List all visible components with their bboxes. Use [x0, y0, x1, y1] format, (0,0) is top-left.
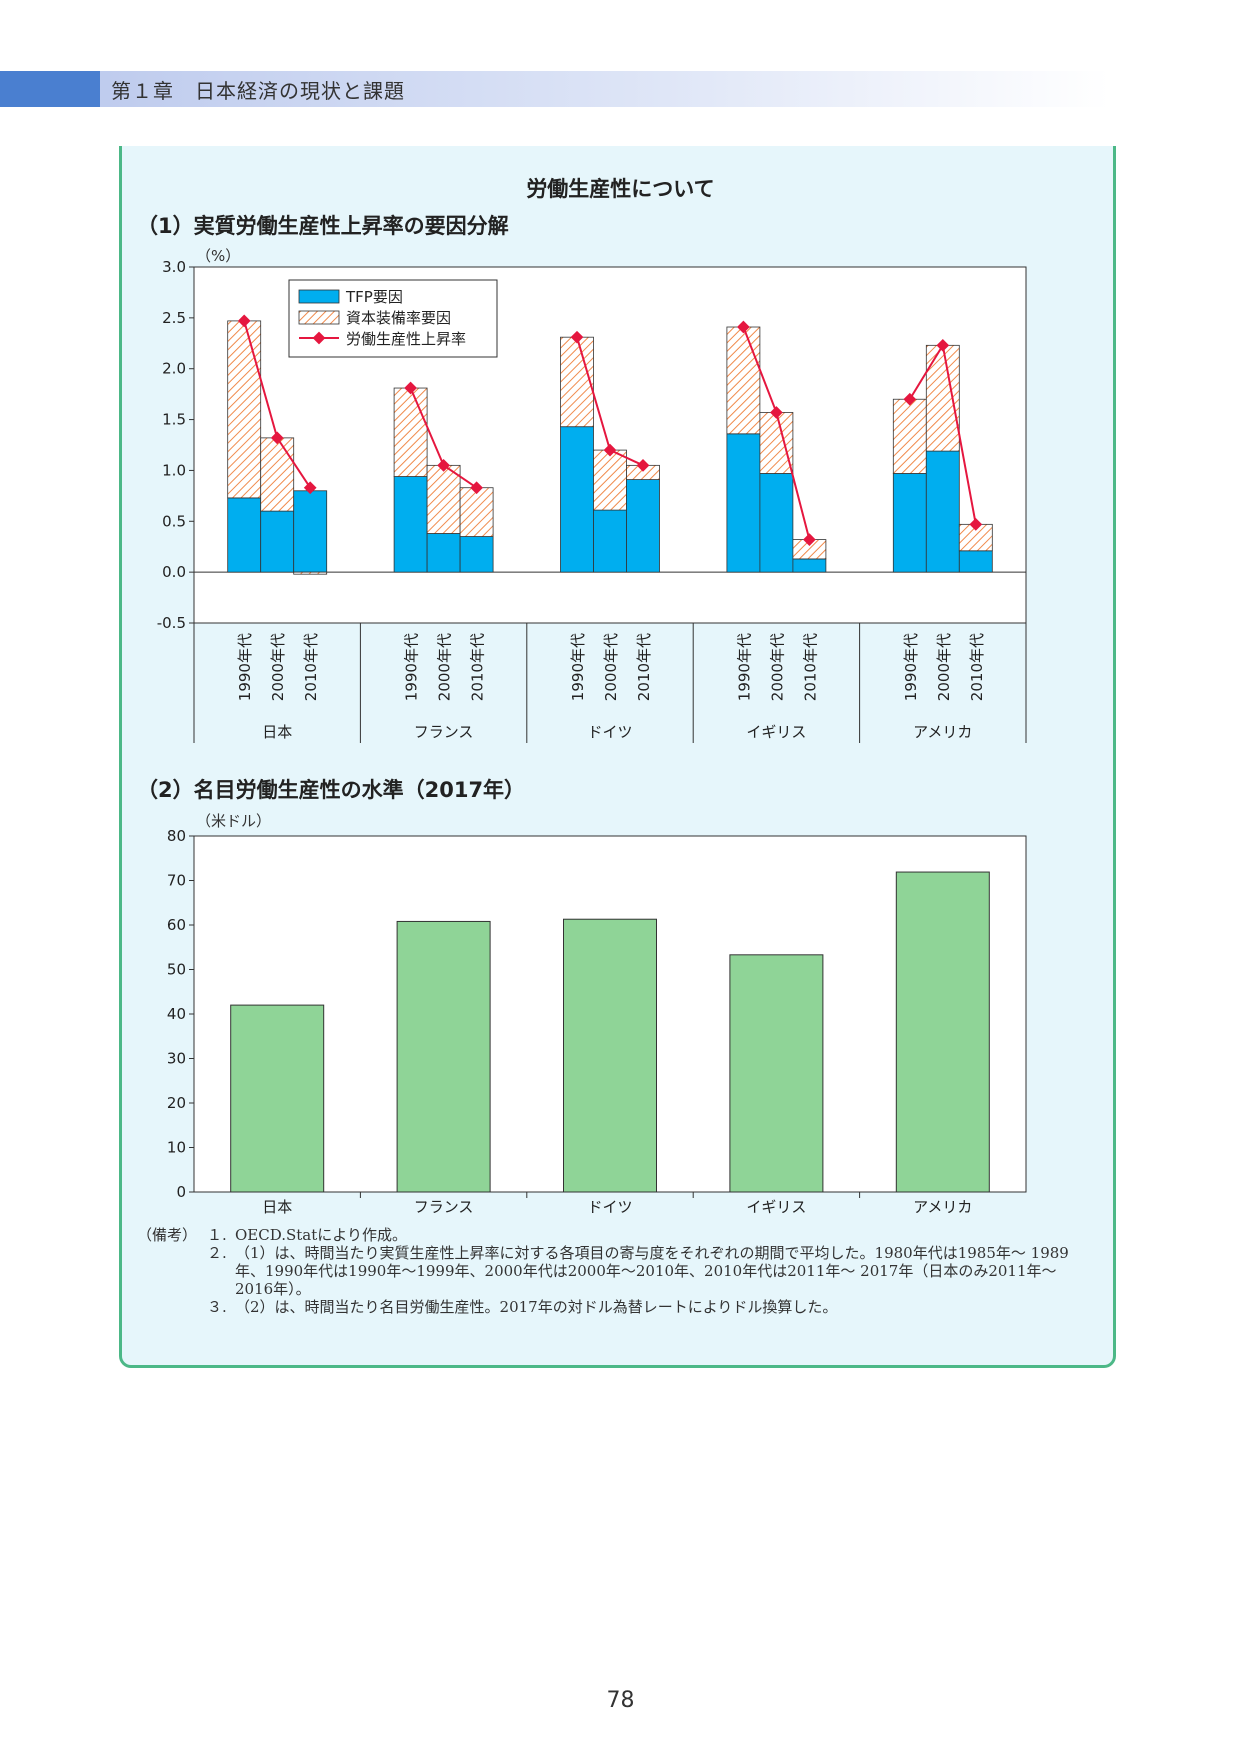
header-strip	[0, 71, 1110, 107]
tfp-bar	[925, 450, 960, 573]
note-num: ２.	[207, 1244, 227, 1262]
productivity-point	[303, 481, 317, 495]
legend-tfp-swatch	[298, 289, 340, 304]
note-num: ３.	[207, 1298, 227, 1316]
capital-bar	[560, 336, 594, 428]
productivity-point	[270, 431, 284, 445]
y-tick-label: 0.5	[162, 512, 186, 530]
period-label: 2000年代	[436, 633, 454, 701]
chart1-title: （1）実質労働生産性上昇率の要因分解	[137, 214, 509, 238]
note-text: （2）は、時間当たり名目労働生産性。2017年の対ドル為替レートによりドル換算し…	[235, 1298, 838, 1316]
period-label: 2000年代	[269, 633, 287, 701]
period-label: 2010年代	[635, 633, 653, 701]
chart1-legend: TFP要因 資本装備率要因 労働生産性上昇率	[288, 279, 498, 358]
y-tick-label: -0.5	[157, 614, 186, 632]
y-tick-label: 1.5	[162, 411, 186, 429]
tfp-bar	[260, 510, 295, 573]
y-tick-label: 30	[167, 1050, 186, 1068]
capital-bar	[393, 387, 428, 477]
capital-bar	[726, 326, 761, 435]
y-tick-label: 0.0	[162, 563, 186, 581]
page-number: 78	[606, 1688, 635, 1713]
chart1-stacked-bar: 3.0 2.5 2.0 1.5 1.0 0.5 0.0 -0.5 1990年代 2000年代 20…	[157, 258, 1027, 743]
period-label: 2000年代	[768, 633, 786, 701]
y-tick-label: 40	[167, 1005, 186, 1023]
y-tick-label: 3.0	[162, 258, 186, 276]
period-label: 2010年代	[302, 633, 320, 701]
notes-head: （備考）	[137, 1226, 198, 1244]
country-label: アメリカ	[913, 723, 972, 741]
tfp-bar	[426, 533, 461, 573]
y-tick-label: 2.5	[162, 309, 186, 327]
chart2-unit: （米ドル）	[196, 812, 272, 830]
productivity-point	[470, 481, 483, 495]
country-label: 日本	[262, 723, 292, 741]
tfp-bar	[293, 490, 328, 573]
category-label: フランス	[414, 1198, 474, 1216]
value-bar	[230, 1004, 325, 1193]
category-label: ドイツ	[587, 1198, 632, 1216]
value-bar	[396, 920, 491, 1193]
period-label: 2010年代	[801, 633, 819, 701]
capital-bar	[293, 571, 328, 575]
period-label: 2010年代	[469, 633, 487, 701]
period-label: 1990年代	[236, 633, 254, 701]
legend-capital-label: 資本装備率要因	[346, 309, 451, 327]
note-num: １.	[207, 1226, 227, 1244]
category-label: イギリス	[746, 1198, 806, 1216]
tfp-bar	[227, 497, 262, 573]
y-tick-label: 10	[167, 1139, 186, 1157]
legend-line-marker	[312, 331, 326, 345]
legend-line-label: 労働生産性上昇率	[346, 330, 466, 348]
note-text: （1）は、時間当たり実質生産性上昇率に対する各項目の寄与度をそれぞれの期間で平均…	[235, 1244, 1069, 1298]
productivity-point	[237, 314, 251, 328]
period-label: 1990年代	[569, 633, 587, 701]
chapter-title: 第１章 日本経済の現状と課題	[111, 79, 405, 103]
category-label: 日本	[262, 1198, 292, 1216]
notes: （備考） １. OECD.Statにより作成。 ２. （1）は、時間当たり実質生…	[137, 1226, 1097, 1316]
category-label: アメリカ	[913, 1198, 972, 1216]
capital-bar	[459, 487, 494, 537]
productivity-point	[404, 381, 417, 395]
y-tick-label: 50	[167, 961, 186, 979]
period-label: 1990年代	[403, 633, 421, 701]
note-text: OECD.Statにより作成。	[235, 1226, 407, 1244]
capital-bar	[227, 320, 262, 499]
country-label: イギリス	[746, 723, 806, 741]
y-tick-label: 60	[167, 916, 186, 934]
period-label: 2000年代	[935, 633, 953, 701]
value-bar	[729, 954, 824, 1193]
value-bar	[895, 871, 990, 1193]
capital-bar	[958, 523, 993, 552]
period-label: 1990年代	[902, 633, 920, 701]
y-tick-label: 1.0	[162, 461, 186, 479]
tfp-bar	[726, 433, 761, 573]
capital-bar	[759, 412, 794, 474]
y-tick-label: 2.0	[162, 360, 186, 378]
chart2-bar: 80 70 60 50 40 30 20 10 0 日本 フランス ドイツ イギリス アメリカ	[167, 827, 1027, 1216]
value-bar	[563, 918, 657, 1193]
productivity-point	[437, 458, 450, 472]
y-tick-label: 80	[167, 827, 186, 845]
period-label: 2000年代	[602, 633, 620, 701]
header-accent-block	[0, 71, 100, 107]
box-title: 労働生産性について	[526, 177, 715, 201]
period-label: 1990年代	[735, 633, 753, 701]
chart1-unit: （%）	[196, 247, 241, 265]
legend-tfp-label: TFP要因	[345, 288, 403, 306]
country-label: フランス	[414, 723, 474, 741]
legend-capital-swatch	[298, 310, 340, 325]
period-label: 2010年代	[968, 633, 986, 701]
y-tick-label: 0	[176, 1183, 186, 1201]
country-label: ドイツ	[587, 723, 632, 741]
y-tick-label: 20	[167, 1094, 186, 1112]
tfp-bar	[626, 479, 660, 573]
chart2-title: （2）名目労働生産性の水準（2017年）	[137, 778, 526, 802]
y-tick-label: 70	[167, 872, 186, 890]
